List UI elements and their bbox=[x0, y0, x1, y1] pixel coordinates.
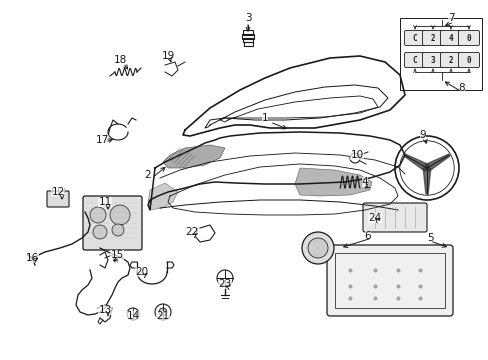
Polygon shape bbox=[404, 154, 428, 171]
FancyBboxPatch shape bbox=[83, 196, 142, 250]
Bar bbox=[244, 42, 252, 46]
FancyBboxPatch shape bbox=[440, 53, 461, 68]
Polygon shape bbox=[148, 183, 178, 210]
Text: 2: 2 bbox=[144, 170, 151, 180]
FancyBboxPatch shape bbox=[458, 31, 479, 45]
Text: 22: 22 bbox=[185, 227, 198, 237]
Bar bbox=[399, 18, 481, 90]
Bar bbox=[334, 253, 444, 308]
Circle shape bbox=[349, 153, 359, 163]
Text: 4: 4 bbox=[448, 33, 452, 42]
Circle shape bbox=[307, 238, 327, 258]
Text: 13: 13 bbox=[98, 305, 111, 315]
FancyBboxPatch shape bbox=[362, 203, 426, 232]
Text: 2: 2 bbox=[430, 33, 434, 42]
Circle shape bbox=[155, 304, 171, 320]
FancyBboxPatch shape bbox=[458, 53, 479, 68]
Text: 1: 1 bbox=[261, 113, 268, 123]
FancyBboxPatch shape bbox=[422, 31, 443, 45]
FancyBboxPatch shape bbox=[404, 31, 425, 45]
Text: 4: 4 bbox=[361, 177, 367, 187]
Text: 10: 10 bbox=[350, 150, 363, 160]
Text: 12: 12 bbox=[51, 187, 64, 197]
Text: 7: 7 bbox=[447, 13, 453, 23]
Text: 0: 0 bbox=[466, 55, 470, 64]
Polygon shape bbox=[422, 168, 430, 194]
Bar bbox=[243, 38, 252, 42]
Circle shape bbox=[112, 224, 124, 236]
Polygon shape bbox=[424, 154, 449, 171]
Text: 20: 20 bbox=[135, 267, 148, 277]
Circle shape bbox=[159, 308, 167, 316]
Text: 19: 19 bbox=[161, 51, 174, 61]
Text: 9: 9 bbox=[419, 130, 426, 140]
Circle shape bbox=[217, 270, 232, 286]
FancyBboxPatch shape bbox=[326, 245, 452, 316]
Circle shape bbox=[90, 207, 106, 223]
Text: 0: 0 bbox=[466, 33, 470, 42]
Text: 8: 8 bbox=[458, 83, 465, 93]
Text: 14: 14 bbox=[126, 311, 140, 321]
Text: 21: 21 bbox=[156, 311, 169, 321]
Circle shape bbox=[394, 136, 458, 200]
Text: 23: 23 bbox=[218, 279, 231, 289]
Text: 11: 11 bbox=[98, 197, 111, 207]
Bar bbox=[243, 30, 252, 35]
Text: 24: 24 bbox=[367, 213, 381, 223]
Circle shape bbox=[127, 308, 139, 320]
Text: 15: 15 bbox=[110, 250, 123, 260]
Text: 3: 3 bbox=[244, 13, 251, 23]
Circle shape bbox=[399, 141, 453, 195]
FancyBboxPatch shape bbox=[440, 31, 461, 45]
Text: C: C bbox=[412, 33, 416, 42]
Circle shape bbox=[110, 205, 130, 225]
Bar bbox=[242, 34, 253, 39]
FancyBboxPatch shape bbox=[422, 53, 443, 68]
Text: 5: 5 bbox=[426, 233, 432, 243]
Text: C: C bbox=[412, 55, 416, 64]
Text: 17: 17 bbox=[95, 135, 108, 145]
Text: 16: 16 bbox=[25, 253, 39, 263]
Circle shape bbox=[93, 225, 107, 239]
Text: 6: 6 bbox=[364, 231, 370, 241]
Polygon shape bbox=[163, 145, 224, 168]
Circle shape bbox=[302, 232, 333, 264]
Text: 18: 18 bbox=[113, 55, 126, 65]
Text: 2: 2 bbox=[448, 55, 452, 64]
FancyBboxPatch shape bbox=[47, 191, 69, 207]
Polygon shape bbox=[294, 168, 371, 196]
Text: 3: 3 bbox=[430, 55, 434, 64]
FancyBboxPatch shape bbox=[404, 53, 425, 68]
